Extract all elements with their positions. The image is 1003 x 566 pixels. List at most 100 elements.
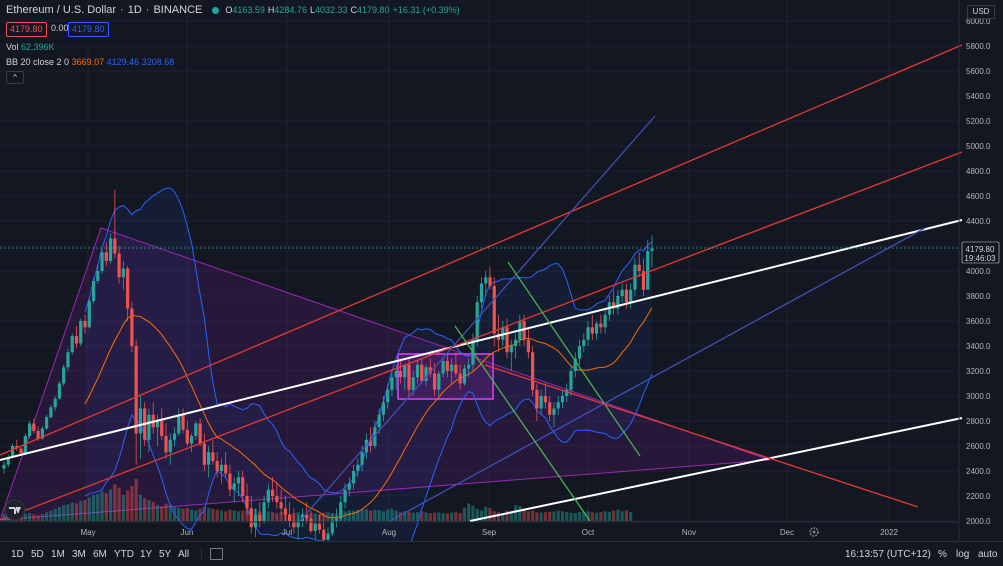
candle-body — [356, 464, 360, 471]
candle-body — [45, 417, 49, 429]
volume-bar — [471, 506, 475, 521]
volume-bar — [177, 507, 181, 521]
volume-bar — [488, 507, 492, 521]
volume-bar — [66, 504, 70, 521]
white-trendline-lower — [469, 417, 963, 522]
divider — [201, 547, 202, 561]
volume-bar — [437, 512, 441, 521]
price-tick-label: 5600.0 — [966, 67, 991, 76]
candle-body — [83, 321, 87, 328]
candle-body — [646, 251, 650, 290]
open-value: 4163.59 — [232, 5, 265, 15]
price-tick-label: 3400.0 — [966, 342, 991, 351]
volume-bar — [23, 513, 27, 521]
candle-body — [288, 514, 292, 521]
volume-bar — [539, 512, 543, 521]
volume-bar — [2, 514, 6, 521]
price-tick-label: 4400.0 — [966, 217, 991, 226]
currency-button[interactable]: USD — [967, 5, 995, 19]
candle-body — [394, 371, 398, 378]
bb-legend[interactable]: BB 20 close 2 0 3669.07 4129.46 3208.68 — [6, 57, 175, 67]
volume-bar — [420, 511, 424, 521]
candle-body — [172, 433, 177, 440]
candle-body — [509, 346, 513, 353]
candle-body — [390, 377, 394, 390]
price-tick-label: 5800.0 — [966, 42, 991, 51]
candle-body — [565, 389, 569, 396]
candle-body — [96, 271, 100, 281]
range-ytd[interactable]: YTD — [114, 549, 134, 560]
candle-body — [100, 252, 104, 271]
range-5y[interactable]: 5Y — [159, 549, 172, 560]
buy-button[interactable]: 4179.80 — [68, 22, 109, 37]
settings-gear-icon[interactable] — [809, 527, 819, 537]
interval[interactable]: 1D — [127, 4, 142, 16]
candle-body — [407, 364, 411, 390]
candle-body — [211, 452, 215, 461]
trendline-drawings — [0, 44, 963, 522]
range-all[interactable]: All — [178, 549, 190, 560]
volume-legend[interactable]: Vol 62.396K — [6, 42, 55, 52]
range-1d[interactable]: 1D — [11, 549, 24, 560]
volume-bar — [91, 494, 96, 521]
range-1m[interactable]: 1M — [51, 549, 65, 560]
volume-bar — [484, 507, 488, 521]
bollinger-upper-line — [84, 187, 653, 494]
symbol-name[interactable]: Ethereum / U.S. Dollar — [6, 4, 117, 16]
volume-bar — [556, 510, 560, 521]
volume-bar — [211, 508, 215, 521]
candle-body — [322, 529, 326, 540]
volume-bar — [543, 512, 548, 521]
volume-bar — [279, 512, 283, 521]
range-5d[interactable]: 5D — [31, 549, 44, 560]
volume-bar — [569, 512, 573, 521]
auto-toggle[interactable]: auto — [978, 549, 998, 560]
candle-body — [577, 346, 582, 359]
volume-bar — [164, 503, 168, 521]
log-toggle[interactable]: log — [956, 549, 970, 560]
volume-bar — [143, 498, 147, 521]
candle-body — [650, 248, 654, 251]
volume-bar — [147, 500, 151, 521]
candle-body — [381, 402, 386, 415]
volume-bar — [428, 513, 432, 521]
volume-bar — [57, 507, 62, 521]
candle-body — [70, 336, 74, 353]
volume-bar — [322, 512, 326, 521]
price-tick-label: 2800.0 — [966, 417, 991, 426]
candle-body — [543, 396, 548, 403]
range-1y[interactable]: 1Y — [140, 549, 153, 560]
candle-body — [66, 352, 70, 368]
price-tick-label: 5200.0 — [966, 117, 991, 126]
candle-body — [454, 364, 458, 374]
candle-body — [27, 423, 32, 436]
candle-body — [629, 289, 633, 303]
candle-body — [87, 301, 91, 328]
candle-body — [522, 321, 526, 340]
red-channel-upper — [0, 44, 963, 456]
go-to-date-icon[interactable] — [210, 548, 223, 560]
tradingview-logo[interactable] — [4, 499, 26, 521]
collapse-legend-button[interactable]: ^ — [6, 71, 24, 84]
candle-body — [253, 514, 258, 528]
volume-bar — [369, 510, 373, 521]
blue-line-lower — [389, 227, 926, 522]
volume-bar — [573, 513, 577, 521]
sell-button[interactable]: 4179.80 — [6, 22, 47, 37]
candle-body — [194, 423, 198, 436]
volume-bar — [185, 507, 189, 521]
price-tick-label: 2200.0 — [966, 492, 991, 501]
volume-bar — [100, 491, 104, 521]
volume-bar — [403, 511, 407, 521]
candle-body — [138, 408, 143, 434]
clock-timezone[interactable]: 16:13:57 (UTC+12) — [845, 549, 931, 560]
candle-body — [121, 268, 125, 278]
percent-toggle[interactable]: % — [938, 549, 947, 560]
range-6m[interactable]: 6M — [93, 549, 107, 560]
candle-body — [501, 327, 505, 340]
volume-bar — [590, 512, 594, 521]
time-tick-label: Aug — [382, 528, 396, 537]
candle-body — [232, 483, 236, 490]
range-3m[interactable]: 3M — [72, 549, 86, 560]
